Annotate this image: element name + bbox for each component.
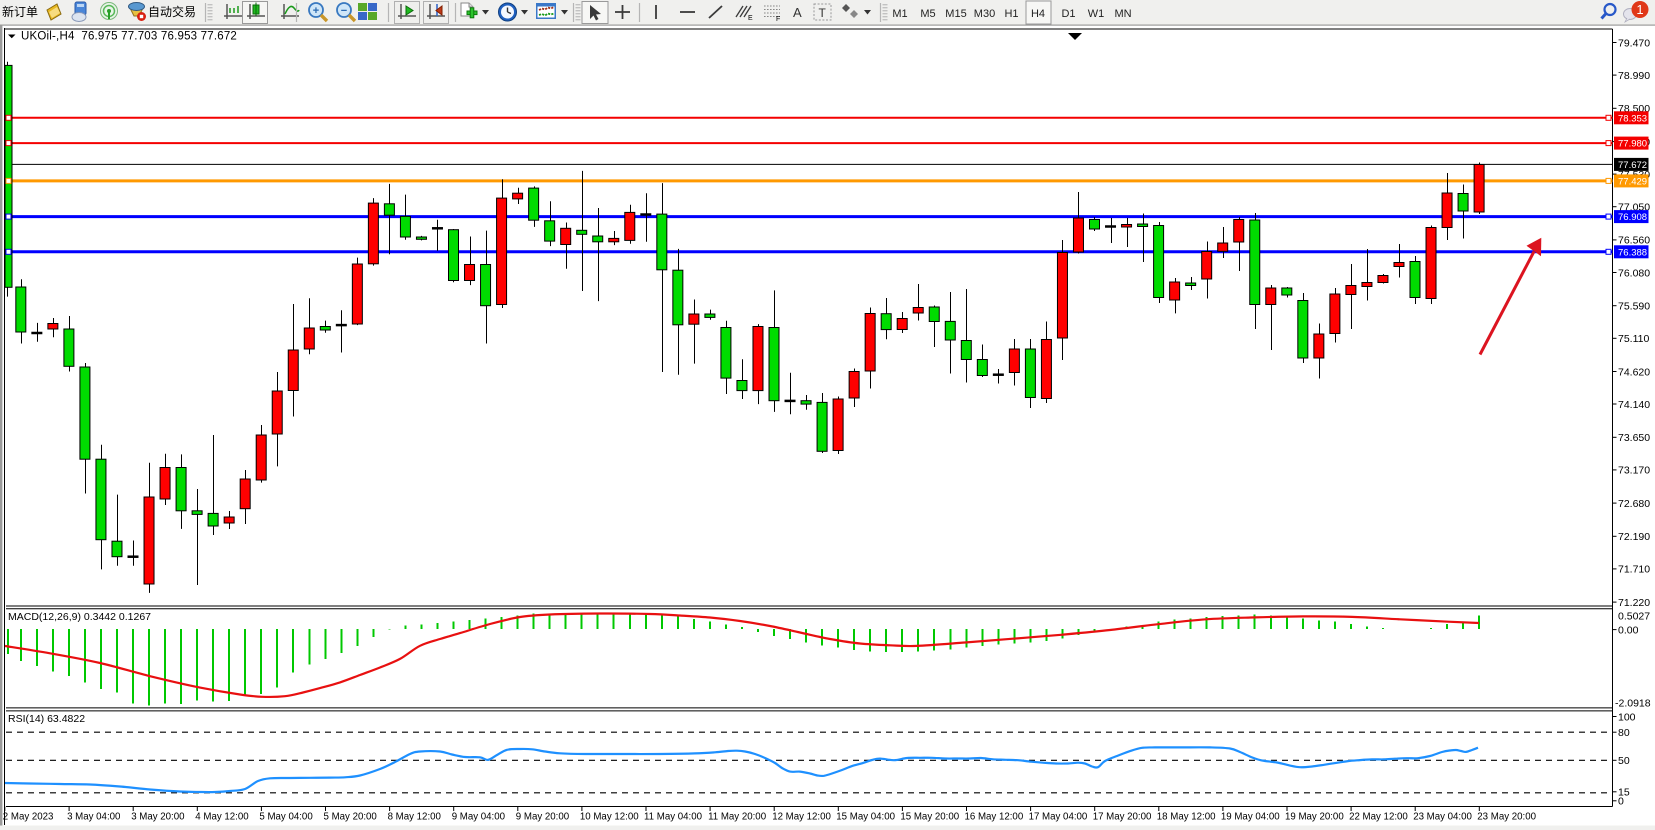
svg-text:75.590: 75.590 xyxy=(1618,301,1650,313)
svg-text:76.908: 76.908 xyxy=(1618,212,1647,223)
svg-text:0.5027: 0.5027 xyxy=(1618,610,1650,622)
svg-text:23 May 20:00: 23 May 20:00 xyxy=(1477,812,1536,823)
svg-text:RSI(14) 63.4822: RSI(14) 63.4822 xyxy=(8,713,85,725)
svg-text:M15: M15 xyxy=(945,8,966,20)
svg-text:8 May 12:00: 8 May 12:00 xyxy=(388,812,442,823)
svg-text:M1: M1 xyxy=(892,8,907,20)
svg-text:77.429: 77.429 xyxy=(1618,176,1647,187)
svg-text:15 May 04:00: 15 May 04:00 xyxy=(836,812,895,823)
svg-text:D1: D1 xyxy=(1061,8,1075,20)
svg-text:16 May 12:00: 16 May 12:00 xyxy=(965,812,1024,823)
svg-text:71.710: 71.710 xyxy=(1618,564,1650,576)
svg-text:74.620: 74.620 xyxy=(1618,366,1650,378)
svg-text:3 May 20:00: 3 May 20:00 xyxy=(131,812,185,823)
svg-text:−: − xyxy=(341,5,347,17)
svg-text:5 May 20:00: 5 May 20:00 xyxy=(324,812,378,823)
svg-text:9 May 20:00: 9 May 20:00 xyxy=(516,812,570,823)
svg-text:5 May 04:00: 5 May 04:00 xyxy=(259,812,313,823)
svg-text:15 May 20:00: 15 May 20:00 xyxy=(900,812,959,823)
svg-text:-2.0918: -2.0918 xyxy=(1615,698,1651,710)
svg-text:19 May 20:00: 19 May 20:00 xyxy=(1285,812,1344,823)
svg-text:79.470: 79.470 xyxy=(1618,37,1650,49)
svg-text:新订单: 新订单 xyxy=(2,4,38,19)
svg-text:17 May 04:00: 17 May 04:00 xyxy=(1029,812,1088,823)
svg-text:76.080: 76.080 xyxy=(1618,267,1650,279)
svg-text:T: T xyxy=(819,6,827,20)
svg-text:72.190: 72.190 xyxy=(1618,531,1650,543)
svg-text:自动交易: 自动交易 xyxy=(148,4,196,19)
svg-text:19 May 04:00: 19 May 04:00 xyxy=(1221,812,1280,823)
svg-text:76.388: 76.388 xyxy=(1618,247,1647,258)
svg-text:100: 100 xyxy=(1618,711,1636,723)
svg-text:E: E xyxy=(748,15,753,22)
svg-text:1: 1 xyxy=(1636,2,1643,17)
svg-text:71.220: 71.220 xyxy=(1618,597,1650,609)
svg-text:+: + xyxy=(313,5,319,17)
svg-text:80: 80 xyxy=(1618,727,1630,739)
svg-text:15: 15 xyxy=(1618,787,1630,799)
svg-text:A: A xyxy=(793,5,802,20)
svg-text:74.140: 74.140 xyxy=(1618,399,1650,411)
svg-text:W1: W1 xyxy=(1088,8,1105,20)
svg-text:77.672: 77.672 xyxy=(1618,160,1647,171)
svg-text:MACD(12,26,9) 0.3442 0.1267: MACD(12,26,9) 0.3442 0.1267 xyxy=(8,611,151,623)
svg-text:22 May 12:00: 22 May 12:00 xyxy=(1349,812,1408,823)
svg-text:UKOil-,H4 76.975 77.703 76.95: UKOil-,H4 76.975 77.703 76.953 77.672 xyxy=(21,31,237,43)
svg-text:F: F xyxy=(776,16,780,23)
svg-text:H1: H1 xyxy=(1004,8,1018,20)
svg-text:73.650: 73.650 xyxy=(1618,432,1650,444)
svg-text:M5: M5 xyxy=(920,8,935,20)
svg-text:77.980: 77.980 xyxy=(1618,139,1647,150)
svg-text:78.990: 78.990 xyxy=(1618,70,1650,82)
svg-text:76.560: 76.560 xyxy=(1618,235,1650,247)
svg-text:9 May 04:00: 9 May 04:00 xyxy=(452,812,506,823)
svg-text:11 May 04:00: 11 May 04:00 xyxy=(644,812,703,823)
svg-text:2 May 2023: 2 May 2023 xyxy=(3,812,54,823)
svg-text:50: 50 xyxy=(1618,755,1630,767)
svg-text:11 May 20:00: 11 May 20:00 xyxy=(708,812,767,823)
svg-text:78.353: 78.353 xyxy=(1618,113,1647,124)
svg-text:72.680: 72.680 xyxy=(1618,498,1650,510)
svg-text:18 May 12:00: 18 May 12:00 xyxy=(1157,812,1216,823)
svg-text:MN: MN xyxy=(1114,8,1131,20)
svg-text:75.110: 75.110 xyxy=(1618,333,1649,345)
svg-text:0: 0 xyxy=(1618,796,1624,808)
svg-text:12 May 12:00: 12 May 12:00 xyxy=(772,812,831,823)
svg-text:4 May 12:00: 4 May 12:00 xyxy=(195,812,249,823)
svg-text:H4: H4 xyxy=(1031,8,1045,20)
svg-text:73.170: 73.170 xyxy=(1618,465,1650,477)
svg-text:M30: M30 xyxy=(974,8,995,20)
svg-text:17 May 20:00: 17 May 20:00 xyxy=(1093,812,1152,823)
svg-text:23 May 04:00: 23 May 04:00 xyxy=(1413,812,1472,823)
svg-text:0.00: 0.00 xyxy=(1618,624,1639,636)
svg-text:3 May 04:00: 3 May 04:00 xyxy=(67,812,121,823)
svg-text:10 May 12:00: 10 May 12:00 xyxy=(580,812,639,823)
